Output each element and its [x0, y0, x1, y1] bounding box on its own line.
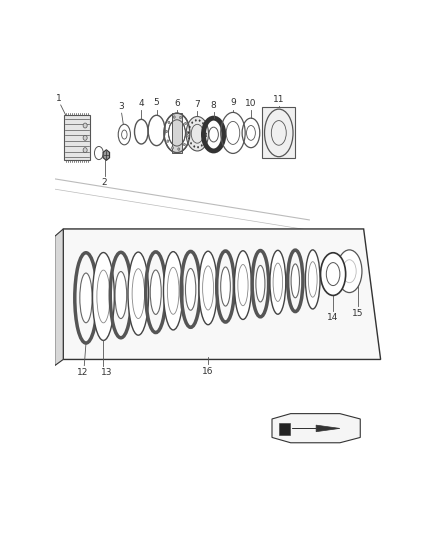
Circle shape — [191, 142, 192, 144]
Text: 15: 15 — [352, 309, 364, 318]
Circle shape — [178, 148, 180, 150]
Circle shape — [180, 116, 182, 119]
Text: 4: 4 — [138, 99, 144, 108]
Circle shape — [166, 130, 167, 133]
Polygon shape — [63, 229, 381, 359]
Circle shape — [188, 138, 190, 139]
Ellipse shape — [256, 265, 265, 302]
Text: 7: 7 — [194, 100, 200, 109]
Ellipse shape — [115, 271, 127, 319]
Text: 5: 5 — [154, 99, 159, 108]
Circle shape — [195, 119, 197, 121]
Ellipse shape — [221, 267, 230, 306]
Circle shape — [187, 132, 188, 134]
Circle shape — [83, 135, 87, 140]
Ellipse shape — [308, 262, 317, 297]
Ellipse shape — [203, 266, 214, 310]
Ellipse shape — [321, 253, 346, 295]
Bar — [262, 108, 295, 158]
Circle shape — [202, 123, 204, 124]
Circle shape — [173, 116, 175, 118]
Ellipse shape — [132, 269, 145, 319]
Ellipse shape — [238, 264, 248, 306]
Circle shape — [191, 122, 193, 124]
Ellipse shape — [234, 251, 251, 319]
Text: 3: 3 — [118, 102, 124, 111]
Bar — [279, 423, 290, 435]
Polygon shape — [293, 425, 340, 432]
Text: 16: 16 — [202, 367, 213, 376]
Ellipse shape — [199, 251, 217, 325]
Text: 2: 2 — [102, 179, 107, 188]
Text: 9: 9 — [230, 98, 236, 107]
Circle shape — [168, 121, 170, 124]
Ellipse shape — [80, 273, 92, 322]
Circle shape — [184, 122, 187, 125]
Text: 1: 1 — [56, 94, 62, 103]
Ellipse shape — [167, 268, 179, 314]
Text: 11: 11 — [273, 95, 285, 104]
Text: 14: 14 — [328, 313, 339, 322]
Text: 6: 6 — [174, 99, 180, 108]
Circle shape — [167, 140, 169, 142]
Circle shape — [204, 141, 205, 142]
Bar — [172, 113, 182, 152]
Ellipse shape — [337, 250, 362, 293]
Circle shape — [189, 126, 191, 128]
Text: 10: 10 — [245, 99, 257, 108]
Polygon shape — [272, 414, 360, 443]
Ellipse shape — [163, 252, 183, 330]
Circle shape — [205, 135, 207, 137]
Ellipse shape — [185, 269, 196, 310]
Ellipse shape — [305, 250, 320, 309]
Ellipse shape — [150, 270, 161, 314]
Text: 8: 8 — [211, 101, 216, 109]
Circle shape — [201, 144, 202, 146]
Circle shape — [184, 143, 185, 146]
Ellipse shape — [270, 251, 286, 314]
Polygon shape — [103, 150, 110, 160]
Circle shape — [198, 147, 199, 148]
Ellipse shape — [128, 252, 148, 335]
Ellipse shape — [291, 264, 300, 298]
Text: 13: 13 — [101, 368, 113, 377]
Ellipse shape — [326, 263, 340, 286]
Circle shape — [205, 133, 207, 134]
Circle shape — [83, 123, 87, 128]
Ellipse shape — [273, 263, 283, 302]
Ellipse shape — [186, 117, 208, 151]
Circle shape — [83, 148, 87, 152]
Circle shape — [188, 132, 189, 133]
FancyBboxPatch shape — [64, 115, 89, 160]
Circle shape — [172, 147, 173, 149]
Polygon shape — [55, 229, 63, 366]
Ellipse shape — [97, 270, 110, 323]
Circle shape — [199, 120, 200, 122]
Ellipse shape — [92, 253, 114, 341]
Ellipse shape — [343, 260, 356, 282]
Circle shape — [186, 134, 188, 137]
Circle shape — [194, 146, 195, 147]
Circle shape — [205, 127, 206, 129]
Text: 12: 12 — [77, 368, 88, 377]
